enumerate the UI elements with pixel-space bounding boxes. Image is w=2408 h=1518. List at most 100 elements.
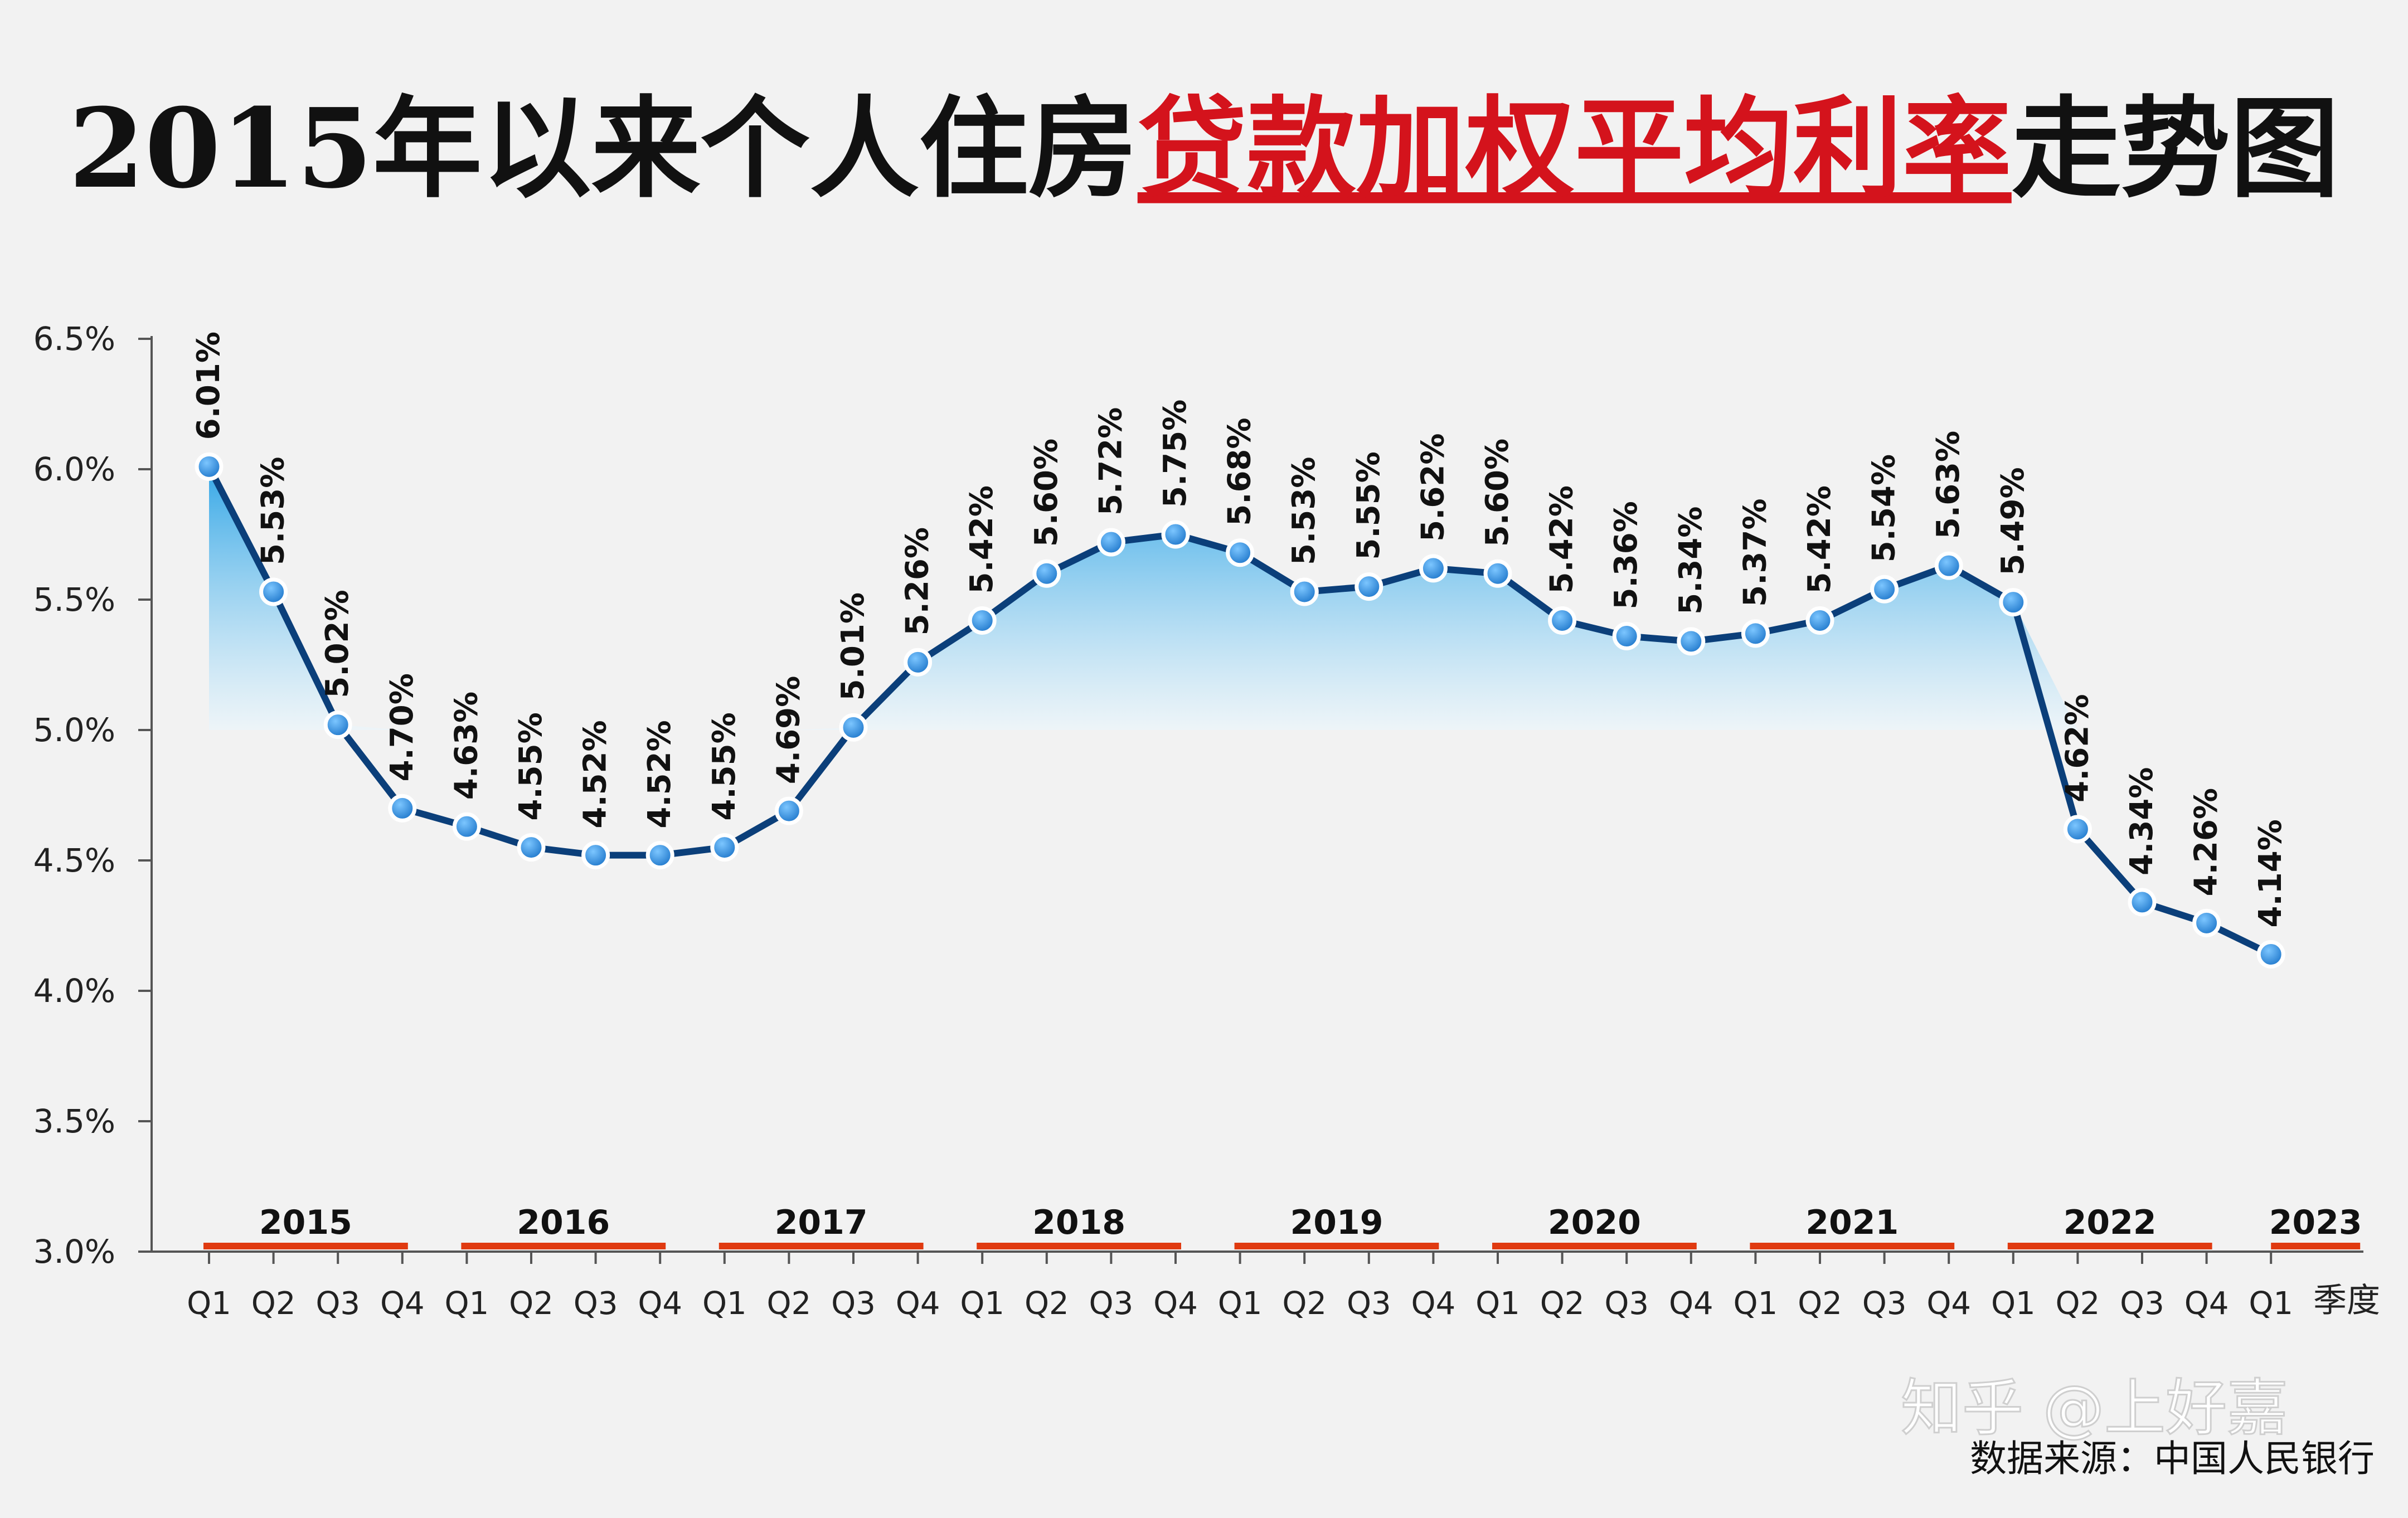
data-point [2128,888,2157,917]
data-label: 4.14% [2252,819,2289,927]
data-label: 5.53% [1286,457,1322,565]
data-label: 6.01% [191,332,227,440]
data-point [1226,538,1255,567]
data-point [195,452,224,481]
data-label: 5.34% [1673,507,1709,615]
data-point [968,606,997,635]
data-points [195,452,2285,969]
x-tick-label: Q2 [509,1286,554,1322]
data-label: 5.63% [1930,431,1967,539]
data-point [1612,622,1641,651]
year-bar [718,1243,924,1249]
year-label: 2015 [259,1203,352,1242]
x-tick-label: Q2 [767,1286,812,1322]
data-label: 5.62% [1415,434,1451,542]
year-bar [461,1243,666,1249]
data-label: 5.26% [900,527,936,635]
chart-title: 2015年以来个人住房贷款加权平均利率走势图 [69,85,2339,213]
x-tick-label: Q4 [638,1286,682,1322]
data-point [904,648,933,677]
year-bar [2271,1243,2361,1249]
data-label: 5.02% [319,590,356,698]
year-bar [1492,1243,1697,1249]
year-label: 2020 [1548,1203,1641,1242]
year-bar [1750,1243,1955,1249]
data-point [710,833,739,862]
x-tick-label: Q4 [1153,1286,1198,1322]
title-text: 2015年以来个人住房贷款加权平均利率走势图 [69,85,2339,213]
data-label: 5.37% [1737,499,1773,607]
x-tick-label: Q2 [1282,1286,1327,1322]
y-tick-label: 5.5% [33,581,115,619]
x-axis-label: 季度 [2313,1281,2380,1320]
data-point [2192,908,2221,937]
year-label: 2016 [517,1203,610,1242]
y-tick-label: 3.5% [33,1102,115,1140]
x-tick-label: Q4 [1926,1286,1971,1322]
year-bar [1234,1243,1439,1249]
data-label: 4.55% [513,712,549,820]
data-point [581,841,610,870]
x-tick-label: Q1 [2249,1286,2293,1322]
x-tick-label: Q1 [1475,1286,1520,1322]
year-label: 2019 [1290,1203,1383,1242]
data-label: 5.42% [1802,485,1838,593]
x-tick-label: Q1 [1991,1286,2036,1322]
data-point [1096,528,1125,557]
year-bar [203,1243,408,1249]
title-part-0: 2015年以来个人住房 [69,85,1138,213]
data-label: 5.42% [964,485,1000,593]
x-tick-label: Q3 [1089,1286,1134,1322]
x-tick-label: Q3 [1862,1286,1907,1322]
x-tick-label: Q1 [1218,1286,1263,1322]
y-tick-label: 6.5% [33,320,115,358]
y-axis: 3.0% 3.5% 4.0% 4.5% 5.0% 5.5% 6.0% 6.5% [33,320,153,1271]
watermark: 知乎 @上好嘉 [1901,1373,2288,1444]
data-label: 5.36% [1608,501,1644,609]
data-point [1805,606,1834,635]
x-tick-label: Q4 [1669,1286,1713,1322]
x-tick-label: Q2 [2056,1286,2100,1322]
year-label: 2022 [2064,1203,2157,1242]
data-labels: 6.01% 5.53% 5.02% 4.70% 4.63% 4.55% 4.52% 4.52%… [191,332,2289,927]
x-tick-label: Q2 [1540,1286,1585,1322]
data-label: 5.53% [255,457,292,565]
x-tick-label: Q3 [1604,1286,1649,1322]
data-label: 4.26% [2188,788,2225,896]
data-label: 5.60% [1479,439,1516,547]
data-point [1934,551,1963,580]
y-tick-label: 4.0% [33,972,115,1010]
data-point [1419,554,1448,583]
title-part-1: 贷款加权平均利率 [1138,85,2012,213]
data-point [1032,559,1061,588]
year-label: 2021 [1805,1203,1899,1242]
data-label: 5.72% [1093,407,1129,515]
data-label: 5.60% [1028,439,1065,547]
x-tick-label: Q1 [960,1286,1004,1322]
data-label: 5.55% [1351,451,1387,559]
data-label: 5.42% [1544,485,1580,593]
x-tick-label: Q4 [896,1286,940,1322]
data-label: 4.52% [642,720,678,828]
x-tick-label: Q2 [251,1286,296,1322]
data-label: 5.01% [835,592,871,700]
data-label: 4.63% [448,692,484,800]
x-tick-label: Q4 [380,1286,425,1322]
data-point [517,833,546,862]
x-tick-label: Q3 [315,1286,360,1322]
data-point [1741,619,1770,648]
data-point [2063,815,2092,844]
data-label: 4.55% [706,712,742,820]
x-tick-label: Q3 [1347,1286,1391,1322]
data-label: 4.52% [577,720,614,828]
x-tick-label: Q3 [831,1286,876,1322]
x-tick-label: Q2 [1798,1286,1842,1322]
data-label: 4.70% [384,673,420,781]
year-label: 2018 [1032,1203,1125,1242]
data-label: 4.34% [2124,767,2160,875]
x-tick-label: Q1 [445,1286,489,1322]
x-tick-label: Q3 [2120,1286,2164,1322]
x-tick-label: Q1 [702,1286,747,1322]
data-point [1161,520,1190,549]
data-label: 5.75% [1157,400,1193,508]
